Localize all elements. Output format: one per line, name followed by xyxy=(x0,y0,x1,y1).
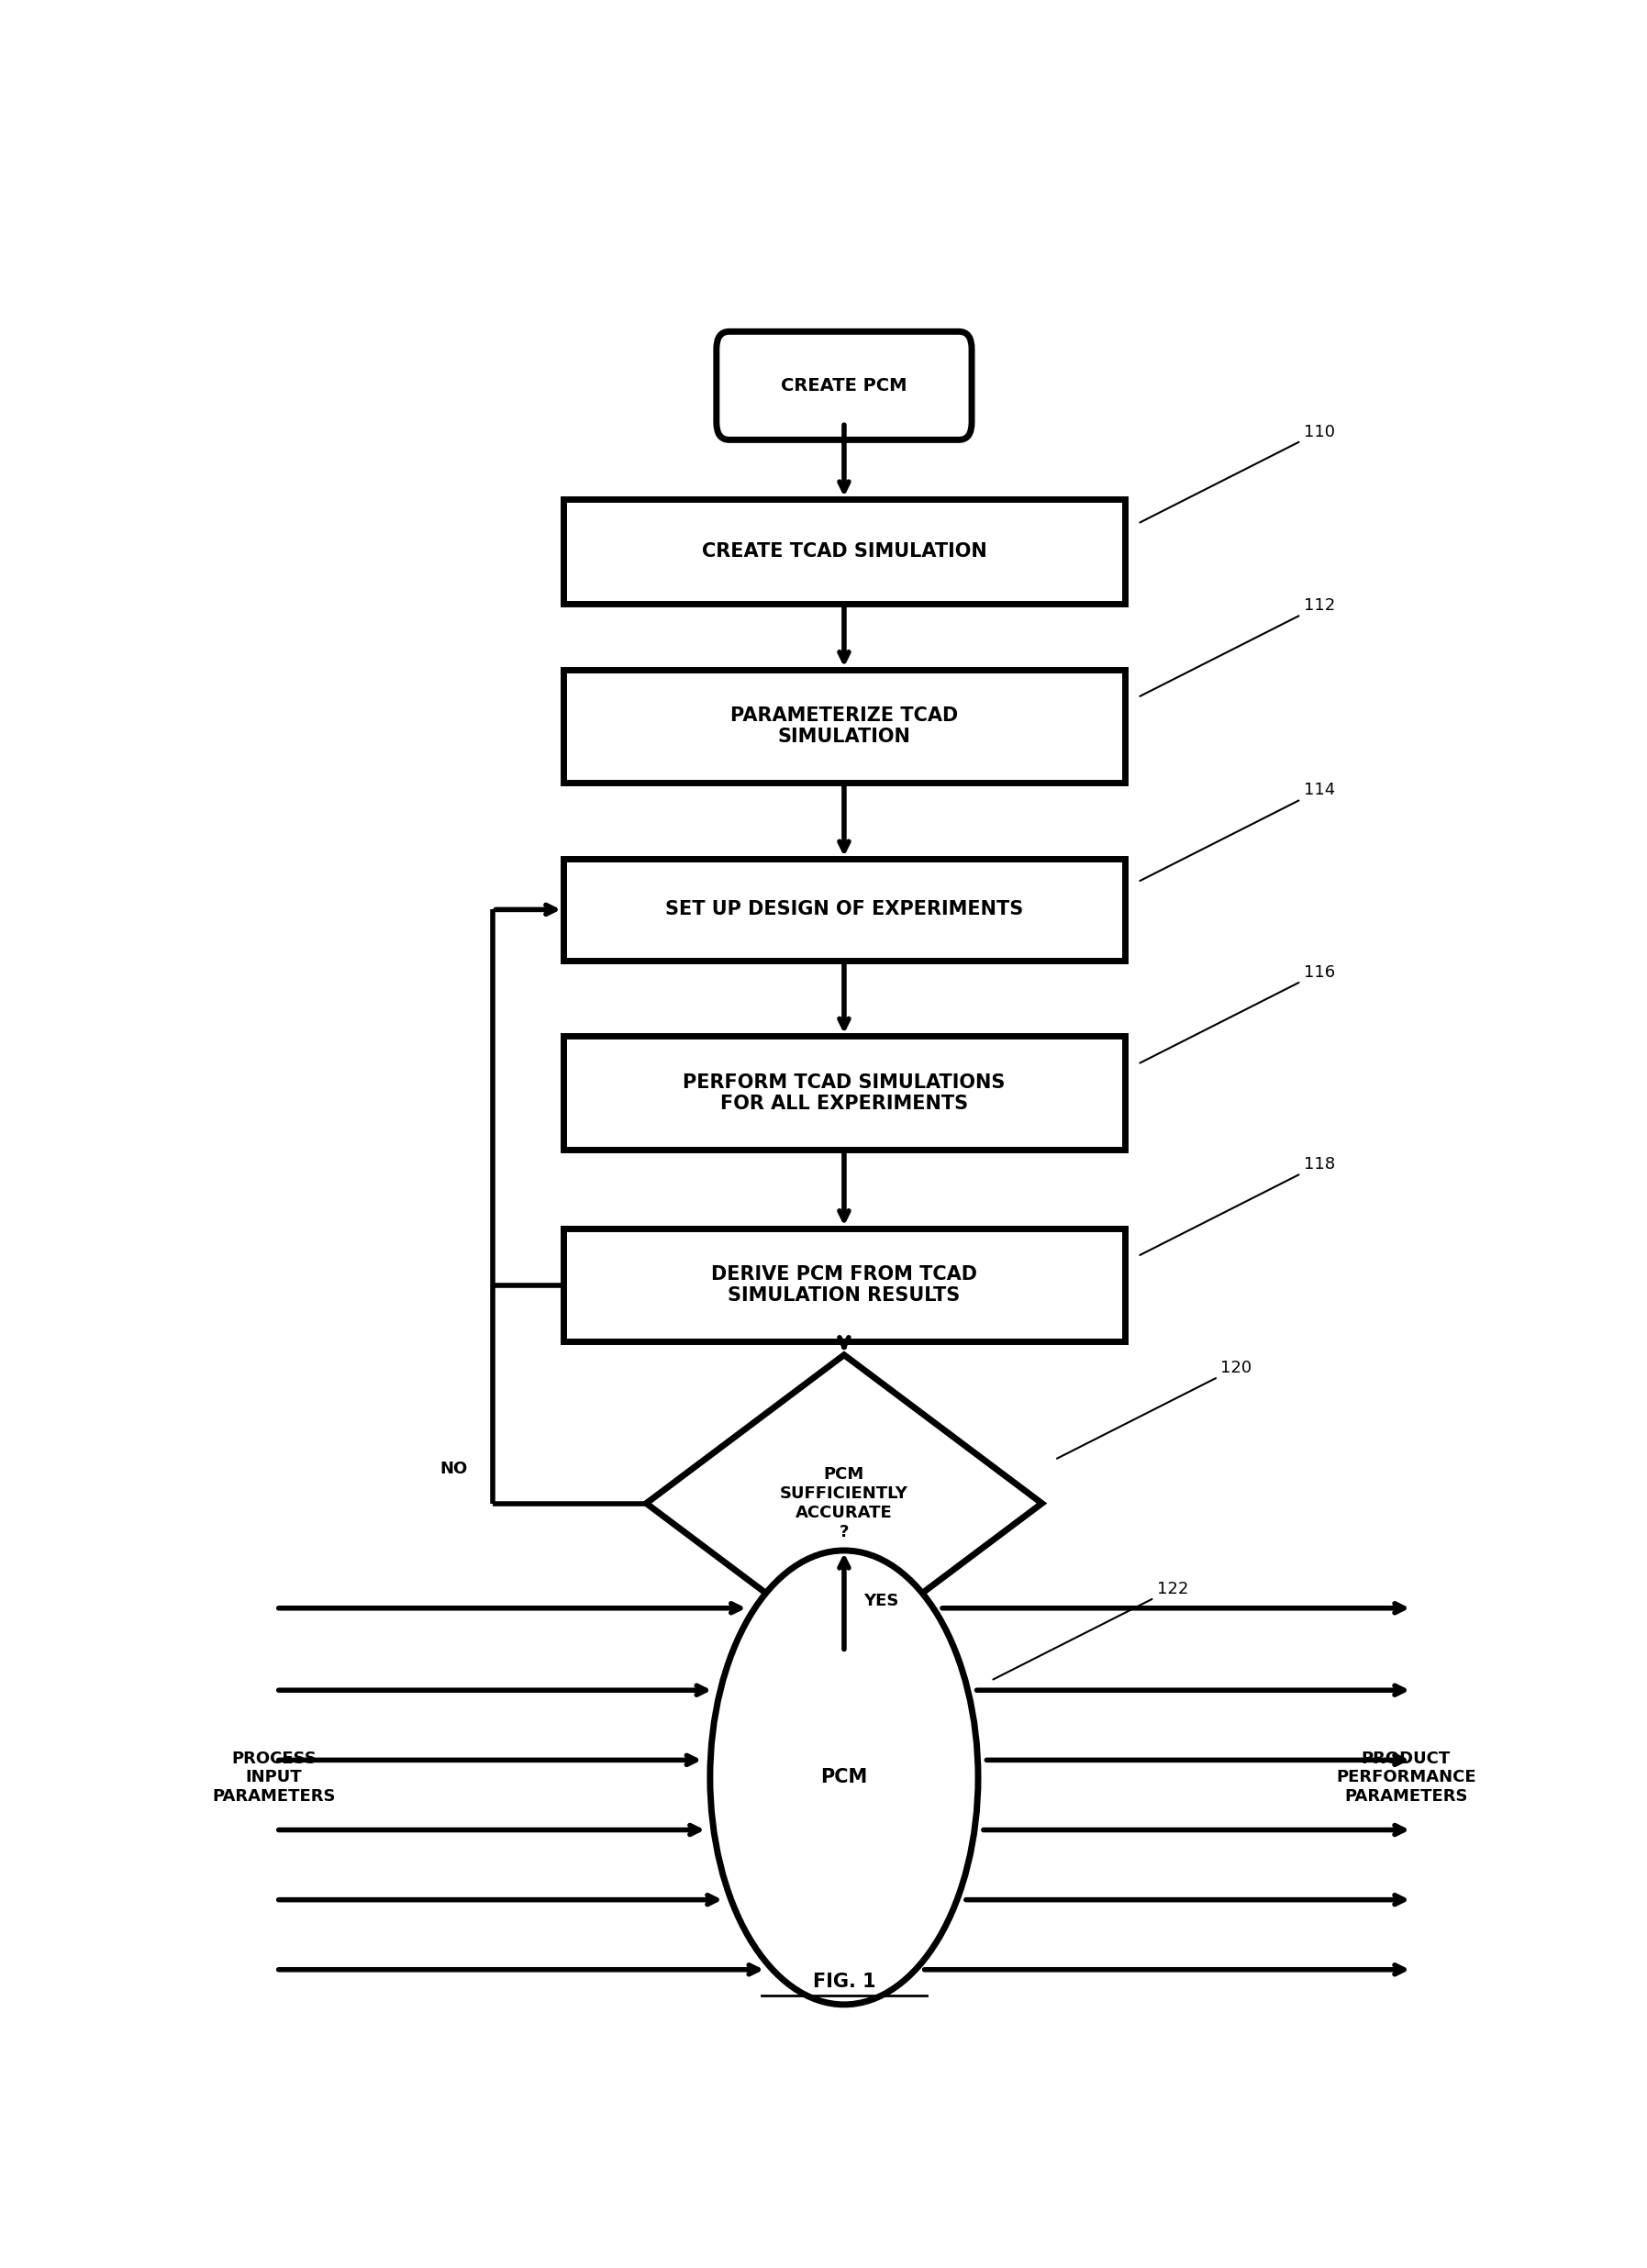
Text: PCM
SUFFICIENTLY
ACCURATE
?: PCM SUFFICIENTLY ACCURATE ? xyxy=(781,1467,907,1540)
Text: NO: NO xyxy=(440,1461,468,1476)
Text: 118: 118 xyxy=(1140,1157,1336,1254)
Text: 122: 122 xyxy=(993,1581,1189,1678)
Text: PROCESS
INPUT
PARAMETERS: PROCESS INPUT PARAMETERS xyxy=(212,1751,336,1805)
Text: PERFORM TCAD SIMULATIONS
FOR ALL EXPERIMENTS: PERFORM TCAD SIMULATIONS FOR ALL EXPERIM… xyxy=(684,1073,1005,1114)
Text: 112: 112 xyxy=(1140,596,1336,696)
Text: DERIVE PCM FROM TCAD
SIMULATION RESULTS: DERIVE PCM FROM TCAD SIMULATION RESULTS xyxy=(712,1266,977,1304)
Text: 110: 110 xyxy=(1140,424,1334,522)
Text: PRODUCT
PERFORMANCE
PARAMETERS: PRODUCT PERFORMANCE PARAMETERS xyxy=(1336,1751,1476,1805)
Text: PCM: PCM xyxy=(820,1769,868,1787)
Polygon shape xyxy=(646,1354,1043,1651)
FancyBboxPatch shape xyxy=(716,331,972,440)
Text: 116: 116 xyxy=(1140,964,1336,1064)
FancyBboxPatch shape xyxy=(563,669,1125,782)
Ellipse shape xyxy=(710,1551,978,2005)
Text: PARAMETERIZE TCAD
SIMULATION: PARAMETERIZE TCAD SIMULATION xyxy=(730,705,959,746)
Text: YES: YES xyxy=(863,1592,899,1610)
FancyBboxPatch shape xyxy=(563,499,1125,603)
FancyBboxPatch shape xyxy=(563,1229,1125,1343)
FancyBboxPatch shape xyxy=(563,1036,1125,1150)
Text: 120: 120 xyxy=(1057,1359,1252,1458)
Text: FIG. 1: FIG. 1 xyxy=(812,1973,876,1991)
Text: CREATE PCM: CREATE PCM xyxy=(781,376,907,395)
Text: 114: 114 xyxy=(1140,782,1336,880)
FancyBboxPatch shape xyxy=(563,860,1125,959)
Text: SET UP DESIGN OF EXPERIMENTS: SET UP DESIGN OF EXPERIMENTS xyxy=(665,900,1023,919)
Text: CREATE TCAD SIMULATION: CREATE TCAD SIMULATION xyxy=(702,542,987,560)
